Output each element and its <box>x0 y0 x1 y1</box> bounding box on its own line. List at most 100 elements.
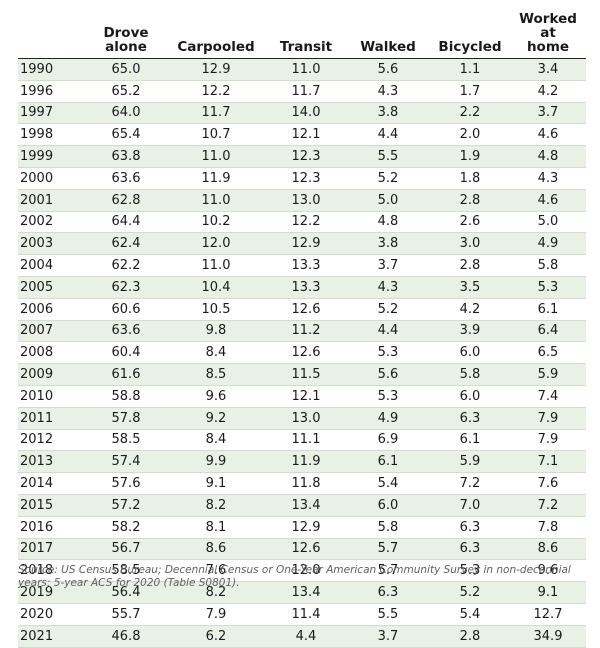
cell-bicycled: 4.2 <box>430 298 510 321</box>
cell-drove-alone: 60.4 <box>86 341 166 365</box>
cell-transit: 12.3 <box>266 167 346 190</box>
cell-worked-at-home: 4.2 <box>510 80 586 103</box>
cell-walked: 3.8 <box>346 102 430 125</box>
table-row: 1999 63.8 11.0 12.3 5.5 1.9 4.8 <box>18 145 586 168</box>
cell-drove-alone: 62.8 <box>86 189 166 212</box>
cell-transit: 11.5 <box>266 363 346 386</box>
cell-worked-at-home: 9.1 <box>510 581 586 604</box>
table-row: 2013 57.4 9.9 11.9 6.1 5.9 7.1 <box>18 450 586 474</box>
cell-carpooled: 11.0 <box>166 189 266 212</box>
cell-bicycled: 5.9 <box>430 450 510 474</box>
cell-bicycled: 6.0 <box>430 341 510 365</box>
table-row: 2018 58.5 7.6 12.0 5.7 5.3 9.6 <box>18 559 586 583</box>
cell-walked: 5.3 <box>346 385 430 408</box>
table-row: 2002 64.4 10.2 12.2 4.8 2.6 5.0 <box>18 211 586 234</box>
cell-transit: 12.6 <box>266 538 346 561</box>
cell-drove-alone: 62.4 <box>86 232 166 256</box>
commute-mode-table: Drove alone Carpooled Transit Walked Bic… <box>18 12 586 648</box>
cell-year: 2021 <box>18 625 86 648</box>
cell-transit: 12.3 <box>266 145 346 168</box>
cell-transit: 12.6 <box>266 341 346 365</box>
cell-worked-at-home: 5.9 <box>510 363 586 386</box>
cell-worked-at-home: 34.9 <box>510 625 586 648</box>
cell-transit: 13.3 <box>266 276 346 299</box>
cell-year: 2017 <box>18 538 86 561</box>
cell-carpooled: 8.6 <box>166 538 266 561</box>
cell-carpooled: 10.5 <box>166 298 266 321</box>
cell-transit: 12.0 <box>266 559 346 583</box>
cell-drove-alone: 61.6 <box>86 363 166 386</box>
cell-year: 1998 <box>18 123 86 147</box>
cell-year: 2004 <box>18 254 86 277</box>
cell-year: 1996 <box>18 80 86 103</box>
cell-drove-alone: 46.8 <box>86 625 166 648</box>
header-row: Drove alone Carpooled Transit Walked Bic… <box>18 12 586 59</box>
cell-drove-alone: 58.8 <box>86 385 166 408</box>
cell-drove-alone: 55.7 <box>86 603 166 626</box>
table-row: 2016 58.2 8.1 12.9 5.8 6.3 7.8 <box>18 516 586 539</box>
cell-carpooled: 9.1 <box>166 472 266 495</box>
cell-year: 2016 <box>18 516 86 539</box>
cell-year: 2003 <box>18 232 86 256</box>
cell-walked: 6.9 <box>346 429 430 452</box>
cell-bicycled: 2.0 <box>430 123 510 147</box>
cell-drove-alone: 57.2 <box>86 494 166 517</box>
cell-carpooled: 11.0 <box>166 145 266 168</box>
cell-bicycled: 6.3 <box>430 407 510 430</box>
cell-transit: 11.4 <box>266 603 346 626</box>
cell-walked: 5.4 <box>346 472 430 495</box>
cell-carpooled: 7.6 <box>166 559 266 583</box>
cell-bicycled: 5.2 <box>430 581 510 604</box>
cell-transit: 12.2 <box>266 211 346 234</box>
cell-year: 2018 <box>18 559 86 583</box>
cell-walked: 6.3 <box>346 581 430 604</box>
cell-year: 2002 <box>18 211 86 234</box>
cell-bicycled: 1.9 <box>430 145 510 168</box>
header-worked-at-home: Worked at home <box>510 12 586 59</box>
cell-transit: 13.3 <box>266 254 346 277</box>
cell-carpooled: 11.9 <box>166 167 266 190</box>
cell-transit: 12.9 <box>266 516 346 539</box>
cell-bicycled: 6.1 <box>430 429 510 452</box>
table-row: 2005 62.3 10.4 13.3 4.3 3.5 5.3 <box>18 276 586 299</box>
cell-year: 1999 <box>18 145 86 168</box>
cell-drove-alone: 65.2 <box>86 80 166 103</box>
table-row: 2011 57.8 9.2 13.0 4.9 6.3 7.9 <box>18 407 586 430</box>
header-carpooled: Carpooled <box>177 39 255 55</box>
cell-worked-at-home: 8.6 <box>510 538 586 561</box>
header-walked: Walked <box>360 39 416 55</box>
cell-drove-alone: 57.6 <box>86 472 166 495</box>
cell-walked: 5.2 <box>346 167 430 190</box>
cell-carpooled: 12.0 <box>166 232 266 256</box>
cell-carpooled: 9.9 <box>166 450 266 474</box>
cell-year: 2020 <box>18 603 86 626</box>
cell-worked-at-home: 3.7 <box>510 102 586 125</box>
cell-bicycled: 1.8 <box>430 167 510 190</box>
header-bicycled: Bicycled <box>438 39 502 55</box>
cell-worked-at-home: 7.6 <box>510 472 586 495</box>
cell-drove-alone: 63.8 <box>86 145 166 168</box>
table-body: 1990 65.0 12.9 11.0 5.6 1.1 3.4 1996 65.2 12.2 11.… <box>18 58 586 648</box>
cell-drove-alone: 58.5 <box>86 559 166 583</box>
cell-year: 2010 <box>18 385 86 408</box>
cell-worked-at-home: 3.4 <box>510 58 586 81</box>
cell-worked-at-home: 4.9 <box>510 232 586 256</box>
cell-carpooled: 8.4 <box>166 429 266 452</box>
cell-carpooled: 8.2 <box>166 581 266 604</box>
cell-drove-alone: 62.3 <box>86 276 166 299</box>
cell-worked-at-home: 4.6 <box>510 123 586 147</box>
table-row: 2000 63.6 11.9 12.3 5.2 1.8 4.3 <box>18 167 586 190</box>
cell-worked-at-home: 4.3 <box>510 167 586 190</box>
cell-transit: 11.0 <box>266 58 346 81</box>
cell-year: 2005 <box>18 276 86 299</box>
cell-drove-alone: 58.5 <box>86 429 166 452</box>
cell-bicycled: 2.8 <box>430 254 510 277</box>
cell-year: 2015 <box>18 494 86 517</box>
cell-carpooled: 9.8 <box>166 320 266 343</box>
cell-walked: 3.7 <box>346 254 430 277</box>
cell-bicycled: 2.2 <box>430 102 510 125</box>
table-row: 2008 60.4 8.4 12.6 5.3 6.0 6.5 <box>18 341 586 365</box>
cell-drove-alone: 63.6 <box>86 167 166 190</box>
cell-year: 2001 <box>18 189 86 212</box>
cell-transit: 11.7 <box>266 80 346 103</box>
